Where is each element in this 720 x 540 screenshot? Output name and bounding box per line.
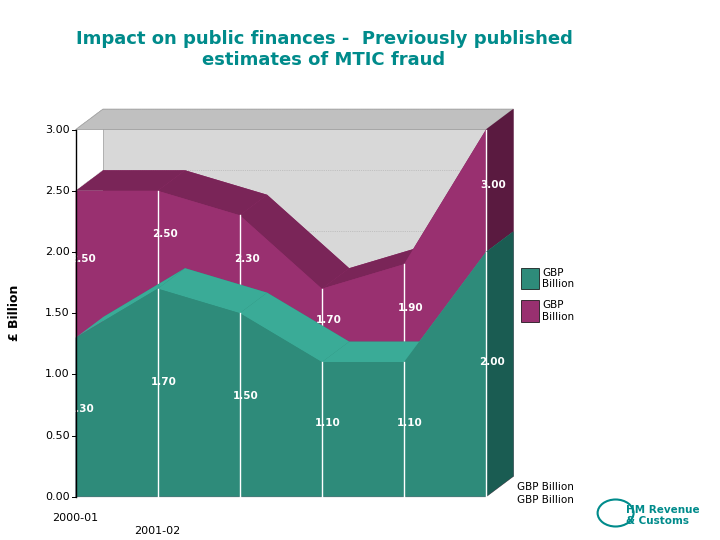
Text: 3.00: 3.00 (45, 125, 70, 134)
Bar (521, 300, 539, 322)
Text: 1.90: 1.90 (398, 303, 424, 313)
Text: 0.50: 0.50 (45, 430, 70, 441)
Polygon shape (103, 109, 513, 476)
Text: 1.70: 1.70 (150, 377, 176, 387)
Polygon shape (76, 268, 185, 338)
Text: 2.30: 2.30 (234, 254, 260, 264)
Text: 1.30: 1.30 (68, 404, 94, 414)
Polygon shape (158, 268, 267, 313)
Polygon shape (322, 342, 431, 362)
Text: estimates of MTIC fraud: estimates of MTIC fraud (202, 51, 446, 69)
Text: 1.00: 1.00 (45, 369, 70, 380)
Text: 2.50: 2.50 (152, 230, 178, 239)
Text: 1.10: 1.10 (397, 418, 423, 428)
Text: 3.00: 3.00 (480, 180, 506, 191)
Text: 0.00: 0.00 (45, 492, 70, 502)
Polygon shape (322, 244, 431, 289)
Text: GBP Billion: GBP Billion (517, 482, 574, 492)
Text: HM Revenue
& Customs: HM Revenue & Customs (626, 505, 700, 526)
Text: 2.00: 2.00 (479, 357, 505, 367)
Text: 2.50: 2.50 (70, 254, 96, 264)
Text: GBP
Billion: GBP Billion (542, 268, 575, 289)
Polygon shape (404, 109, 513, 264)
Polygon shape (76, 252, 486, 497)
Text: 2.50: 2.50 (45, 186, 70, 196)
Text: 1.70: 1.70 (316, 315, 342, 325)
Polygon shape (240, 195, 349, 289)
Text: GBP
Billion: GBP Billion (542, 300, 575, 322)
Text: 1.50: 1.50 (233, 391, 258, 401)
Text: 1.10: 1.10 (315, 418, 341, 428)
Polygon shape (76, 170, 185, 191)
Polygon shape (103, 109, 513, 476)
Polygon shape (158, 170, 267, 215)
Polygon shape (486, 109, 513, 497)
Text: £ Billion: £ Billion (8, 285, 21, 341)
Polygon shape (76, 109, 513, 130)
Bar (521, 268, 539, 289)
Text: Impact on public finances -  Previously published: Impact on public finances - Previously p… (76, 30, 572, 48)
Polygon shape (240, 293, 349, 362)
Polygon shape (103, 232, 513, 476)
Polygon shape (486, 232, 513, 497)
Text: GBP Billion: GBP Billion (517, 495, 574, 505)
Polygon shape (486, 109, 513, 497)
Text: 2001-02: 2001-02 (135, 526, 181, 537)
Text: 2.00: 2.00 (45, 247, 70, 257)
Polygon shape (404, 232, 513, 362)
Text: 1.50: 1.50 (45, 308, 70, 318)
Polygon shape (76, 130, 486, 497)
Polygon shape (76, 476, 513, 497)
Text: 2000-01: 2000-01 (53, 513, 99, 523)
